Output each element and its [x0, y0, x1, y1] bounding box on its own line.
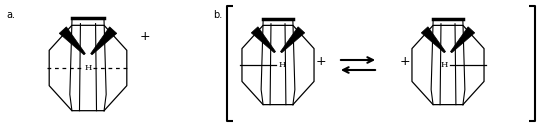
Text: a.: a.	[6, 10, 15, 20]
Polygon shape	[281, 27, 305, 53]
Polygon shape	[251, 27, 275, 53]
Polygon shape	[421, 27, 446, 53]
Text: H: H	[440, 61, 448, 69]
Text: +: +	[315, 55, 326, 68]
Text: H: H	[279, 61, 286, 69]
Polygon shape	[91, 27, 117, 55]
Text: +: +	[139, 30, 150, 43]
Polygon shape	[450, 27, 475, 53]
Text: H: H	[85, 64, 92, 72]
Text: b.: b.	[213, 10, 222, 20]
Text: +: +	[400, 55, 410, 68]
Polygon shape	[59, 27, 85, 55]
